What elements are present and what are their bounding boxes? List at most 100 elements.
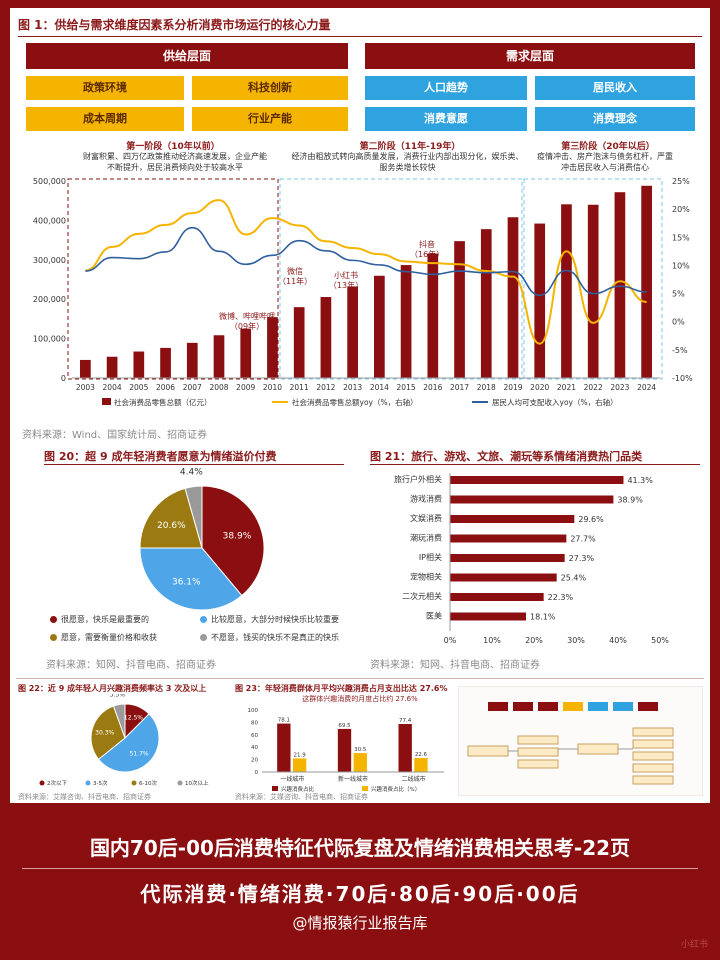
fig22-title: 图 22：近 9 成年轻人月兴趣消费频率达 3 次及以上 [18,684,207,693]
bar-value-label: 22.3% [548,593,574,602]
city-bar [277,723,291,772]
category-bar [450,515,575,523]
factor-tech: 科技创新 [192,76,348,100]
category-bar [450,495,614,504]
category-label: 医美 [426,611,442,621]
retail-yoy-line [85,199,647,345]
retail-bar [614,192,626,378]
bar-value-label: 77.4 [399,718,412,724]
bar-value-label: 25.4% [561,574,587,583]
x-tick-label: 2011 [290,383,309,392]
legend-swatch [131,780,137,786]
phase2-desc: 经济由粗放式转向高质量发展，消费行业内部出现分化，娱乐类、服务类增长较快 [291,152,524,172]
category-label: 游戏消费 [410,494,442,504]
pie-slice [139,487,203,549]
x-tick-label: 2024 [637,383,656,392]
fig23-subtitle: 这群体兴趣消费的月度占比约 27.6% [302,695,418,703]
retail-bar [480,229,492,378]
x-tick-label: 2017 [450,383,469,392]
factor-capacity: 行业产能 [192,107,348,131]
x-tick-label: 2005 [129,383,148,392]
phase1-box [67,178,279,380]
retail-bar [454,241,465,378]
y-tick-label: 40 [251,745,258,751]
x-tick-label: 2020 [530,383,549,392]
y2-tick-label: 5% [672,290,685,299]
bar-value-label: 29.6% [578,515,604,524]
retail-bar [427,253,439,378]
legend-label-retail: 社会消费品零售总额（亿元） [114,397,212,407]
fig24-diagram-thumbnail [458,686,703,796]
category-label: 宠物相关 [410,572,442,582]
legend-label: 3-5次 [93,779,108,787]
category-bar [450,573,557,582]
banner-divider [22,868,698,869]
category-label: 潮玩消费 [410,533,442,543]
fig1-chart: 0 100,000 200,000 300,000 400,000 500,000 -10%… [33,177,693,407]
y2-tick-label: 20% [672,205,690,214]
phase3-desc: 疫情冲击、房产泡沫与债务杠杆，严重冲击居民收入与消费信心 [537,152,673,172]
y-tick-label: 400,000 [33,216,66,225]
x-tick-label: 2022 [584,383,603,392]
bar-value-label: 38.9% [617,496,643,505]
factor-concept: 消费理念 [535,107,695,131]
retail-bar [186,342,198,378]
legend-swatch [200,634,207,641]
retail-bar [561,204,572,378]
legend-label: 兴趣消费占比 [281,785,315,793]
y-tick-label: 100,000 [33,335,66,344]
pie-slice [97,713,160,773]
fig21-title-rule [370,464,700,465]
fig20-title: 图 20：超 9 成年轻消费者愿意为情绪溢价付费 [44,450,277,463]
y-tick-label: 0 [255,770,259,776]
x-tick-label: 10% [483,636,501,645]
legend-swatch [50,616,57,623]
fig23-source: 资料来源：艾媒咨询、抖音电商、招商证券 [235,793,368,801]
fig20-legend-item: 不愿意，钱买的快乐不是真正的快乐 [200,632,339,643]
category-label: 旅行户外相关 [394,474,442,484]
retail-bar [160,347,171,378]
y2-tick-label: -5% [672,346,688,355]
x-tick-label: 0% [444,636,457,645]
fig22-pie: 12.5% 51.7% 30.3% 5.5% 2次以下 3-5次 6-10次 10次以上 [39,694,209,787]
category-label: IP相关 [419,552,442,562]
y-tick-label: 20 [251,758,258,764]
pie-slice [112,703,126,739]
fig20-pie: 38.9% 36.1% 20.6% 4.4% [139,468,265,611]
pie-slice [90,705,126,761]
bar-value-label: 27.3% [569,554,595,563]
x-tick-label: 2016 [423,383,442,392]
factor-policy: 政策环境 [26,76,184,100]
retail-bar [347,286,358,378]
legend-label-retail-yoy: 社会消费品零售总额yoy（%，右轴） [292,397,418,407]
bar-value-label: 22.6 [415,752,428,758]
fig23-title: 图 23：年轻消费群体月平均兴趣消费占月支出比达 27.6% [235,684,448,693]
demand-header: 需求层面 [365,43,695,69]
x-tick-label: 2010 [263,383,282,392]
x-tick-label: 一线城市 [280,775,304,783]
y-tick-label: 60 [251,733,258,739]
x-tick-label: 2012 [316,383,335,392]
pie-label: 36.1% [172,578,201,588]
x-tick-label: 2019 [503,383,522,392]
fig20-legend-item: 愿意，需要衡量价格和收获 [50,632,157,643]
y-tick-label: 300,000 [33,256,66,265]
bar-value-label: 27.7% [570,535,596,544]
x-tick-label: 2007 [183,383,202,392]
x-tick-label: 新一线城市 [338,775,368,783]
fig23-bars: 0 20 40 60 80 100 78.1 21.9 一线城市 69.5 30.5 新一线城市 77.… [248,708,444,793]
factor-willingness: 消费意愿 [365,107,527,131]
y2-tick-label: -10% [672,374,693,383]
phase2-box [279,178,523,380]
city-bar [337,728,352,772]
y-tick-label: 200,000 [33,295,66,304]
category-bar [450,554,565,562]
retail-bar [534,223,546,378]
bar-value-label: 30.5 [354,747,367,753]
legend-swatch [177,780,183,786]
legend-label: 2次以下 [47,779,67,787]
retail-bar [293,307,305,378]
legend-swatch-retail [102,398,111,405]
x-tick-label: 2013 [343,383,362,392]
retail-bar [374,275,385,378]
